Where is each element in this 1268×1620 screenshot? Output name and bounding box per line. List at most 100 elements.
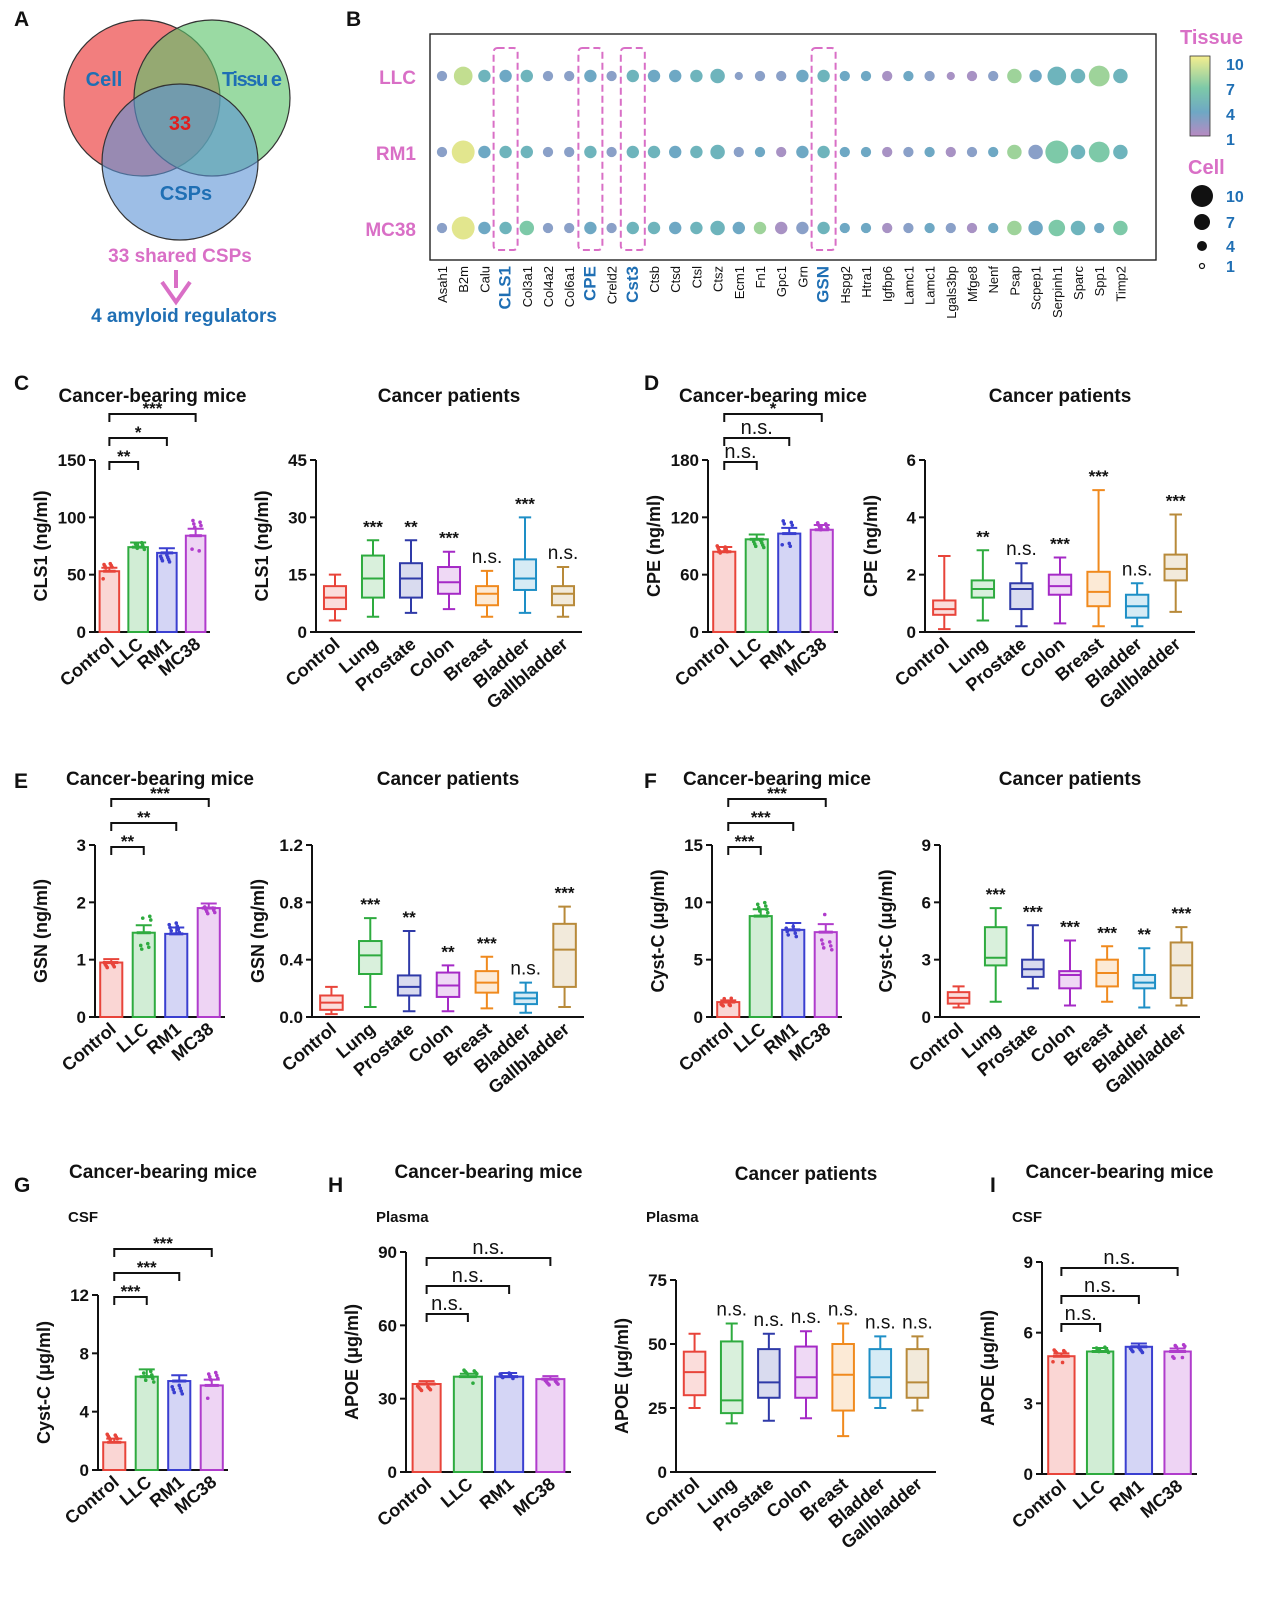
- gene-label-ctsl: Ctsl: [689, 266, 704, 289]
- dot-rm1-ecm1: [733, 146, 744, 158]
- significance-label: ***: [143, 399, 163, 418]
- box-gallbladder: [550, 585, 576, 607]
- comparison-bracket: [110, 846, 145, 855]
- whisker-prostate: [402, 930, 416, 1013]
- y-tick-label: 0: [298, 623, 307, 642]
- chart-title: Cancer patients: [989, 386, 1132, 407]
- data-point: [169, 928, 174, 933]
- dot-mc38-grn: [796, 221, 809, 235]
- data-point: [206, 1372, 211, 1376]
- data-point: [142, 547, 147, 552]
- gene-label-htra1: Htra1: [859, 266, 874, 298]
- data-point: [205, 1396, 210, 1401]
- data-point: [145, 941, 150, 946]
- dot-rm1-ctsb: [647, 145, 661, 159]
- whisker-lung: [989, 907, 1002, 1003]
- whisker-gallbladder: [1169, 513, 1182, 613]
- data-point: [1097, 1349, 1101, 1354]
- significance-label: n.s.: [1122, 559, 1153, 580]
- dot-llc-cst3: [626, 69, 639, 83]
- significance-label: ***: [767, 784, 787, 803]
- box-gallbladder: [552, 922, 577, 988]
- cell-size-7: [1194, 214, 1210, 230]
- y-axis-label: APOE (μg/ml): [612, 1318, 632, 1434]
- significance-label: n.s.: [1065, 1303, 1097, 1325]
- chart-h-patients: Cancer patients Plasma 0 25 50 75 APOE (μg/ml)…: [612, 1164, 936, 1553]
- data-point: [167, 560, 172, 564]
- data-point: [722, 996, 727, 1001]
- dot-llc-nenf: [988, 70, 999, 82]
- gene-label-col3a1: Col3a1: [520, 266, 535, 307]
- bar-llc: [452, 1375, 483, 1473]
- data-point: [167, 922, 172, 927]
- bar-mc38: [199, 1384, 224, 1471]
- dot-llc-grn: [796, 69, 809, 83]
- dot-mc38-spp1: [1094, 222, 1105, 234]
- whisker-colon: [441, 964, 455, 1013]
- dot-llc-ctsd: [669, 69, 682, 83]
- dot-llc-ctsz: [710, 68, 725, 84]
- dot-mc38-ctsb: [647, 221, 661, 235]
- box-lung: [360, 554, 386, 599]
- category-label-control: Control: [1008, 1476, 1070, 1532]
- y-tick-label: 0.4: [279, 951, 303, 970]
- gene-label-nenf: Nenf: [986, 266, 1001, 294]
- data-point: [500, 1375, 505, 1380]
- data-point: [761, 545, 766, 550]
- chart-h-mice: Cancer-bearing mice Plasma 0 30 60 90 APOE (μg…: [342, 1162, 582, 1530]
- dot-llc-cls1: [499, 69, 512, 83]
- data-point: [511, 1376, 515, 1381]
- cell-legend-title: Cell: [1188, 157, 1225, 179]
- gene-label-b2m: B2m: [456, 266, 471, 293]
- whisker-breast: [480, 569, 494, 618]
- y-axis-label: GSN (ng/ml): [248, 879, 268, 983]
- dot-rm1-serpinh1: [1045, 140, 1069, 164]
- box-colon: [794, 1345, 818, 1399]
- gene-label-cst3: Cst3: [623, 266, 642, 303]
- dot-rm1-scpep1: [1028, 144, 1043, 160]
- data-point: [756, 905, 761, 910]
- dot-mc38-gsn: [817, 221, 830, 235]
- box-prostate: [398, 562, 424, 599]
- whisker-prostate: [1015, 562, 1028, 628]
- venn-label-cell: Cell: [86, 69, 123, 91]
- comparison-bracket: [727, 798, 827, 807]
- significance-label: n.s.: [791, 1307, 822, 1328]
- data-point: [763, 904, 768, 908]
- dot-mc38-lamc1: [924, 222, 935, 234]
- dot-plot: LLC RM1 MC38 Tissue 10 7 4 1 Cell 10 7 4…: [365, 27, 1244, 319]
- data-point: [471, 1381, 475, 1385]
- whisker-breast: [480, 955, 494, 1010]
- data-point: [729, 996, 734, 1001]
- venn-arrow-bottom-label: 4 amyloid regulators: [91, 306, 277, 327]
- whisker-bladder: [518, 516, 532, 614]
- bar-llc: [134, 1375, 159, 1471]
- y-axis-label: Cyst-C (μg/ml): [648, 869, 668, 992]
- chart-title: Cancer-bearing mice: [679, 386, 867, 407]
- data-point: [140, 916, 145, 920]
- y-axis-label: Cyst-C (μg/ml): [34, 1321, 54, 1444]
- y-tick-label: 30: [288, 508, 307, 527]
- chart-title: Cancer-bearing mice: [395, 1162, 583, 1183]
- significance-label: ***: [150, 784, 170, 803]
- bar-llc: [744, 538, 769, 633]
- significance-label: n.s.: [865, 1312, 896, 1333]
- y-tick-label: 0: [1024, 1465, 1033, 1484]
- data-point: [172, 1390, 177, 1395]
- category-label-control: Control: [373, 1474, 435, 1530]
- dot-llc-calu: [478, 69, 491, 83]
- data-point: [788, 544, 793, 548]
- category-label-llc: LLC: [1069, 1476, 1109, 1514]
- dot-llc-lamc1: [903, 70, 914, 82]
- whisker-lung: [725, 1322, 738, 1425]
- dot-llc-igfbp6: [882, 70, 893, 82]
- gene-label-creld2: Creld2: [605, 266, 620, 304]
- data-point: [110, 565, 114, 569]
- whisker-control: [328, 573, 342, 622]
- y-tick-label: 0: [694, 1008, 703, 1027]
- data-point: [215, 1376, 220, 1381]
- panel-letter-c: C: [14, 372, 29, 395]
